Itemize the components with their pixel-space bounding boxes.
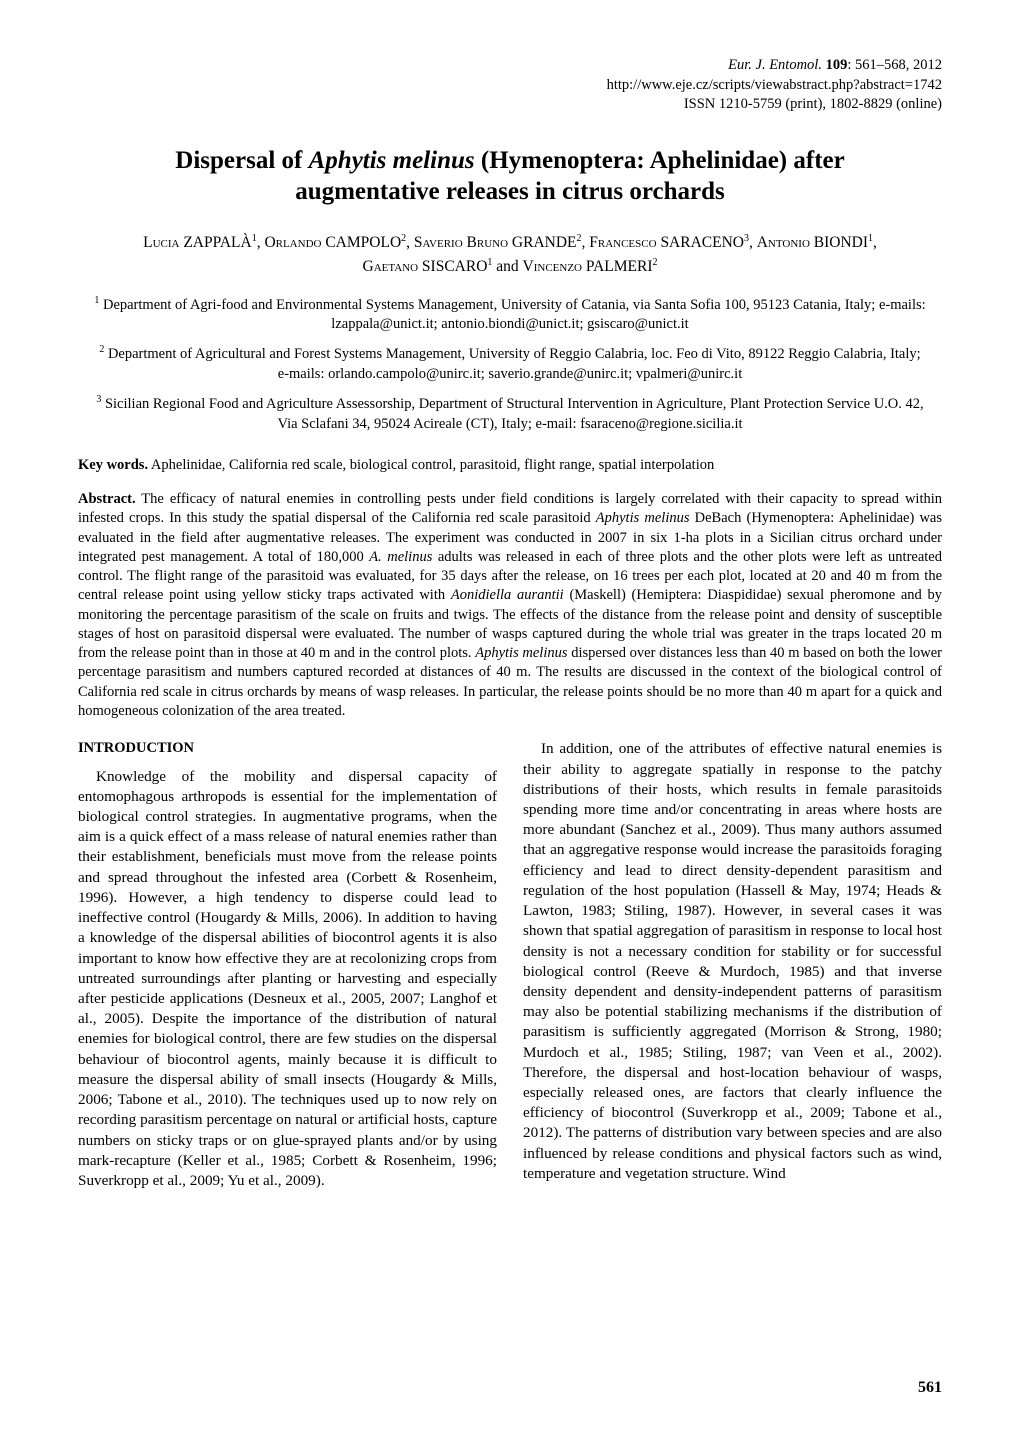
affiliation-1: 1 Department of Agri-food and Environmen…	[94, 294, 926, 335]
affiliation-3: 3 Sicilian Regional Food and Agriculture…	[94, 393, 926, 434]
author-6-surname: PALMERI	[586, 259, 653, 276]
abstract-sp1: Aphytis melinus	[596, 510, 690, 526]
affiliation-2-text: Department of Agricultural and Forest Sy…	[108, 346, 921, 382]
column-right: In addition, one of the attributes of ef…	[523, 739, 942, 1191]
title-pre: Dispersal of	[175, 147, 308, 174]
article-title: Dispersal of Aphytis melinus (Hymenopter…	[118, 145, 902, 208]
affiliation-1-text: Department of Agri-food and Environmenta…	[103, 296, 926, 332]
author-5-given: Gaetano	[363, 259, 419, 276]
author-1-surname: CAMPOLO	[325, 234, 401, 251]
section-heading-introduction: INTRODUCTION	[78, 739, 497, 758]
author-1-aff: 2	[401, 233, 406, 244]
author-0-surname: ZAPPALÀ	[183, 234, 251, 251]
affiliation-2: 2 Department of Agricultural and Forest …	[94, 343, 926, 384]
journal-header: Eur. J. Entomol. 109: 561–568, 2012 http…	[78, 56, 942, 115]
journal-url: http://www.eje.cz/scripts/viewabstract.p…	[78, 76, 942, 96]
author-3-given: Francesco	[589, 234, 656, 251]
intro-paragraph-2: In addition, one of the attributes of ef…	[523, 739, 942, 1184]
author-3-aff: 3	[744, 233, 749, 244]
title-species: Aphytis melinus	[309, 147, 475, 174]
author-1-given: Orlando	[264, 234, 321, 251]
abstract: Abstract. The efficacy of natural enemie…	[78, 490, 942, 721]
intro-paragraph-1: Knowledge of the mobility and dispersal …	[78, 767, 497, 1192]
column-left: INTRODUCTION Knowledge of the mobility a…	[78, 739, 497, 1191]
keywords-label: Key words.	[78, 457, 148, 473]
abstract-label: Abstract.	[78, 491, 136, 507]
author-0-aff: 1	[252, 233, 257, 244]
author-3-surname: SARACENO	[660, 234, 744, 251]
page-number: 561	[918, 1379, 942, 1397]
affiliation-3-text: Sicilian Regional Food and Agriculture A…	[105, 396, 924, 432]
journal-line-1: Eur. J. Entomol. 109: 561–568, 2012	[78, 56, 942, 76]
authors-line: Lucia ZAPPALÀ1, Orlando CAMPOLO2, Saveri…	[108, 231, 912, 279]
abstract-sp2: A. melinus	[369, 549, 432, 565]
author-2-aff: 2	[577, 233, 582, 244]
author-2-surname: GRANDE	[512, 234, 577, 251]
author-4-aff: 1	[868, 233, 873, 244]
author-5-aff: 1	[487, 257, 492, 268]
body-columns: INTRODUCTION Knowledge of the mobility a…	[78, 739, 942, 1191]
journal-volume: 109	[826, 57, 848, 73]
author-2-given: Saverio Bruno	[414, 234, 508, 251]
author-5-surname: SISCARO	[422, 259, 487, 276]
keywords-text: Aphelinidae, California red scale, biolo…	[148, 457, 714, 473]
affiliations: 1 Department of Agri-food and Environmen…	[94, 294, 926, 435]
author-4-surname: BIONDI	[814, 234, 868, 251]
author-0-given: Lucia	[143, 234, 179, 251]
author-6-aff: 2	[652, 257, 657, 268]
author-4-given: Antonio	[757, 234, 810, 251]
author-6-given: Vincenzo	[523, 259, 582, 276]
keywords: Key words. Aphelinidae, California red s…	[78, 456, 942, 476]
journal-issn: ISSN 1210-5759 (print), 1802-8829 (onlin…	[78, 95, 942, 115]
abstract-sp4: Aphytis melinus	[475, 645, 567, 661]
journal-pages-year: : 561–568, 2012	[847, 57, 942, 73]
abstract-sp3: Aonidiella aurantii	[451, 587, 564, 603]
journal-name: Eur. J. Entomol.	[728, 57, 822, 73]
